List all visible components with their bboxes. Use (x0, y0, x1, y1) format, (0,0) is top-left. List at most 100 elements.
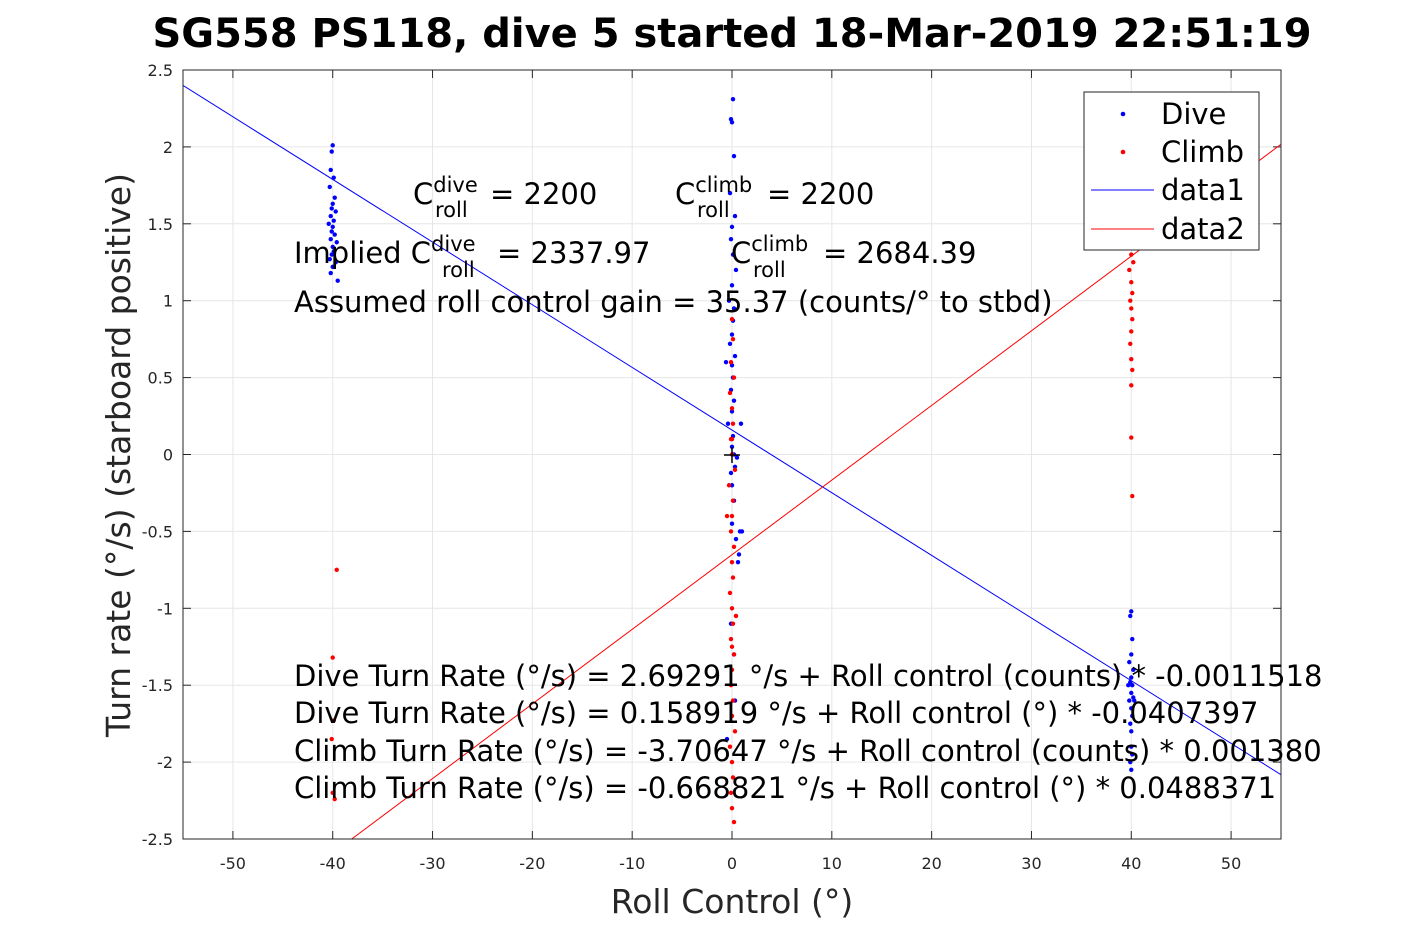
climb-point (1129, 435, 1134, 440)
climb-point (1128, 298, 1133, 303)
climb-point (332, 796, 337, 802)
dive-point (1130, 636, 1135, 642)
dive-point (735, 559, 741, 565)
x-axis-label: Roll Control (°) (611, 882, 854, 921)
c-climb-annotation: Cclimb (675, 173, 752, 211)
dive-point (723, 360, 729, 365)
dive-point (1130, 683, 1135, 688)
climb-point (1129, 306, 1134, 311)
climb-point (1130, 367, 1135, 373)
dive-point (725, 421, 731, 426)
dive-point (729, 283, 735, 288)
dive-point (729, 409, 735, 414)
climb-point (729, 806, 735, 811)
implied-dive-annotation: Implied Cdive (294, 232, 476, 270)
climb-point (730, 498, 736, 503)
fit-climb-degrees: Climb Turn Rate (°/s) = -0.668821 °/s + … (294, 771, 1276, 805)
data-marks (183, 85, 1281, 839)
x-tick-label: -20 (519, 854, 545, 873)
dive-point (734, 455, 740, 460)
dive-point (729, 521, 735, 526)
fit-line-data2 (351, 143, 1281, 839)
dive-point (729, 120, 735, 125)
climb-point (729, 436, 735, 442)
climb-point (730, 775, 736, 780)
dive-point (724, 736, 730, 742)
dive-point (1129, 706, 1134, 711)
implied-climb-value: = 2684.39 (823, 236, 976, 270)
y-axis-label: Turn rate (°/s) (starboard positive) (99, 173, 138, 738)
climb-point (730, 336, 736, 342)
climb-point (732, 467, 738, 473)
c-climb-sub: roll (697, 198, 730, 222)
dive-point (328, 213, 333, 219)
climb-point (728, 636, 734, 642)
climb-point (728, 790, 734, 796)
x-tick-label: 40 (1121, 854, 1141, 873)
y-tick-label: -0.5 (142, 522, 173, 541)
implied-dive-sub: roll (442, 258, 475, 282)
dive-point (1130, 713, 1135, 719)
climb-point (733, 613, 739, 619)
climb-point (729, 316, 735, 322)
c-dive-sub: roll (435, 198, 468, 222)
dive-point (335, 278, 340, 283)
climb-point (729, 759, 735, 765)
dive-point (333, 209, 338, 214)
dive-point (1132, 698, 1137, 703)
dive-point (731, 153, 737, 159)
x-tick-labels: -50 -40 -30 -20 -10 0 10 20 30 40 50 (220, 854, 1241, 873)
dive-point (329, 229, 334, 234)
dive-point (1130, 752, 1135, 757)
climb-point (729, 667, 735, 673)
dive-point (729, 332, 735, 337)
legend-dive-marker (1120, 111, 1126, 117)
climb-point (1130, 493, 1135, 499)
y-tick-label: -2.5 (142, 830, 173, 849)
x-tick-label: 10 (822, 854, 842, 873)
climb-point (731, 544, 737, 549)
fit-dive-counts: Dive Turn Rate (°/s) = 2.69291 °/s + Rol… (294, 659, 1322, 693)
x-tick-label: -10 (619, 854, 645, 873)
x-tick-label: -50 (220, 854, 246, 873)
climb-point (731, 652, 737, 657)
dive-point (726, 298, 732, 303)
dive-point (330, 201, 335, 207)
implied-climb-annotation: Cclimb (731, 232, 808, 270)
implied-dive-value: = 2337.97 (497, 236, 650, 270)
climb-point (331, 718, 336, 723)
legend-dive-label: Dive (1161, 97, 1226, 131)
dive-point (732, 353, 738, 359)
climb-point (730, 575, 736, 580)
climb-point (731, 819, 737, 825)
dive-point (731, 306, 737, 311)
dive-point (328, 270, 333, 276)
dive-point (329, 206, 334, 211)
climb-point (729, 606, 735, 611)
climb-point (726, 483, 732, 488)
climb-point (727, 390, 733, 396)
y-tick-label: -1 (157, 599, 173, 618)
dive-point (326, 221, 331, 226)
legend-climb-label: Climb (1161, 135, 1244, 169)
legend-data1-label: data1 (1161, 173, 1245, 207)
dive-point (737, 529, 743, 534)
dive-point (1129, 609, 1134, 614)
climb-point (1127, 267, 1132, 273)
dive-point (733, 267, 739, 273)
y-tick-label: -2 (157, 753, 173, 772)
climb-point (727, 744, 733, 749)
dive-point (330, 143, 335, 148)
dive-point (1128, 759, 1133, 765)
dive-point (328, 236, 333, 242)
dive-point (332, 195, 337, 200)
dive-point (1129, 767, 1134, 772)
dive-point (736, 552, 742, 557)
dive-point (1131, 667, 1136, 673)
y-tick-label: 2 (163, 138, 173, 157)
dive-point (327, 184, 332, 190)
dive-point (331, 175, 336, 180)
climb-point (728, 360, 734, 365)
dive-point (1127, 659, 1132, 665)
dive-point (727, 190, 733, 196)
